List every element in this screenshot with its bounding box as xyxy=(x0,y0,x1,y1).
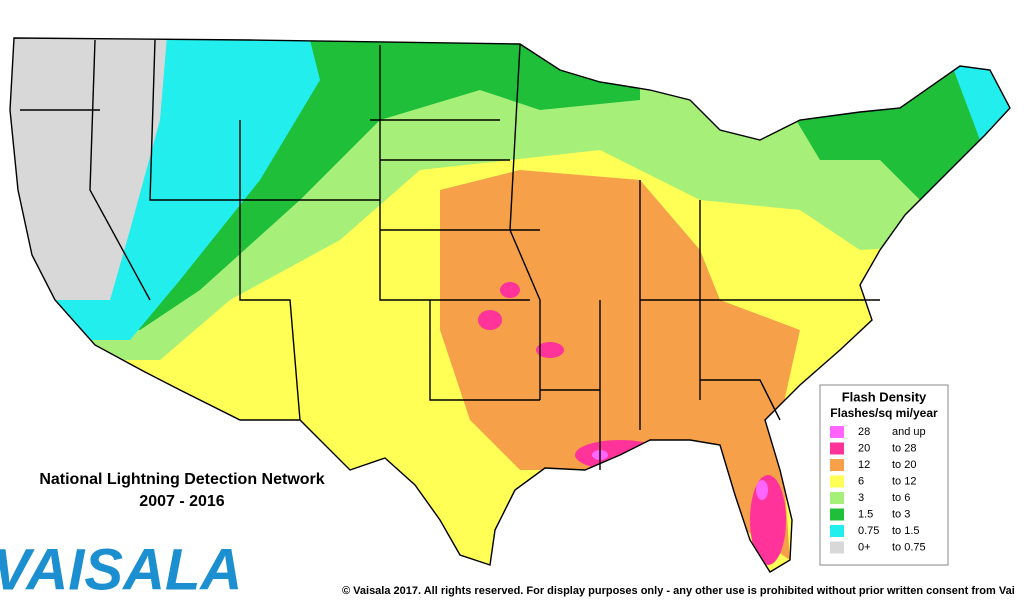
state-borders xyxy=(9,37,1011,573)
legend-swatch xyxy=(830,426,844,438)
copyright: © Vaisala 2017. All rights reserved. For… xyxy=(342,585,1015,597)
legend-swatch xyxy=(830,442,844,455)
legend-from: 1.5 xyxy=(858,508,873,520)
legend-from: 20 xyxy=(858,442,870,454)
legend-swatch xyxy=(830,459,844,471)
map-subtitle: 2007 - 2016 xyxy=(139,493,225,510)
legend-title: Flash Density xyxy=(842,389,927,404)
legend-from: 12 xyxy=(858,459,870,471)
legend-subtitle: Flashes/sq mi/year xyxy=(830,406,938,420)
legend-to: and up xyxy=(892,426,926,438)
legend-to: to 3 xyxy=(892,508,910,520)
legend: Flash Density Flashes/sq mi/year 28 and u… xyxy=(819,384,949,566)
legend-from: 6 xyxy=(858,475,864,487)
legend-to: to 28 xyxy=(892,442,916,454)
legend-swatch xyxy=(830,525,844,537)
legend-to: to 12 xyxy=(892,475,916,487)
legend-from: 0+ xyxy=(858,541,871,553)
logo: VAISALA xyxy=(0,537,242,600)
map-title: National Lightning Detection Network xyxy=(39,471,324,488)
legend-swatch xyxy=(830,508,844,521)
legend-swatch xyxy=(830,541,844,554)
legend-to: to 6 xyxy=(892,492,910,504)
legend-from: 28 xyxy=(858,426,870,438)
legend-swatch xyxy=(830,492,844,504)
legend-to: to 0.75 xyxy=(892,541,926,553)
legend-from: 0.75 xyxy=(858,525,879,537)
legend-to: to 20 xyxy=(892,459,916,471)
legend-swatch xyxy=(830,475,844,488)
legend-from: 3 xyxy=(858,492,864,504)
legend-to: to 1.5 xyxy=(892,525,920,537)
